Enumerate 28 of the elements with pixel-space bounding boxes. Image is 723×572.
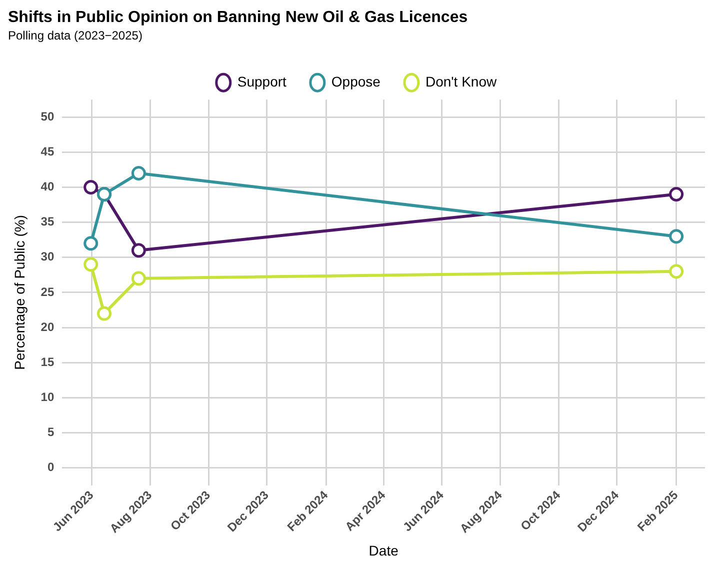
point xyxy=(131,271,146,286)
chart-title: Shifts in Public Opinion on Banning New Oil & Gas Licences xyxy=(8,9,468,26)
legend-label: Don't Know xyxy=(425,73,498,90)
point xyxy=(96,306,112,321)
x-axis-title: Date xyxy=(368,542,399,558)
y-tick-label: 50 xyxy=(40,109,54,124)
point xyxy=(84,257,98,272)
y-tick-label: 5 xyxy=(47,425,54,440)
chart-subtitle: Polling data (2023−2025) xyxy=(8,28,142,43)
point xyxy=(131,243,146,258)
y-tick-label: 25 xyxy=(40,284,54,299)
legend-label: Support xyxy=(237,73,287,90)
y-tick-label: 20 xyxy=(40,320,54,334)
point xyxy=(669,264,684,279)
point xyxy=(669,187,684,202)
y-tick-label: 15 xyxy=(40,354,54,369)
y-tick-label: 45 xyxy=(40,144,54,159)
legend-label: Oppose xyxy=(331,73,381,90)
y-axis-title: Percentage of Public (%) xyxy=(11,215,28,370)
y-tick-label: 0 xyxy=(47,460,54,474)
y-tick-label: 10 xyxy=(40,390,54,404)
point xyxy=(84,236,98,251)
point xyxy=(669,229,684,244)
y-tick-label: 40 xyxy=(40,180,54,194)
point xyxy=(84,180,98,195)
y-tick-label: 35 xyxy=(40,214,54,229)
point xyxy=(131,166,146,180)
y-tick-label: 30 xyxy=(40,250,54,264)
